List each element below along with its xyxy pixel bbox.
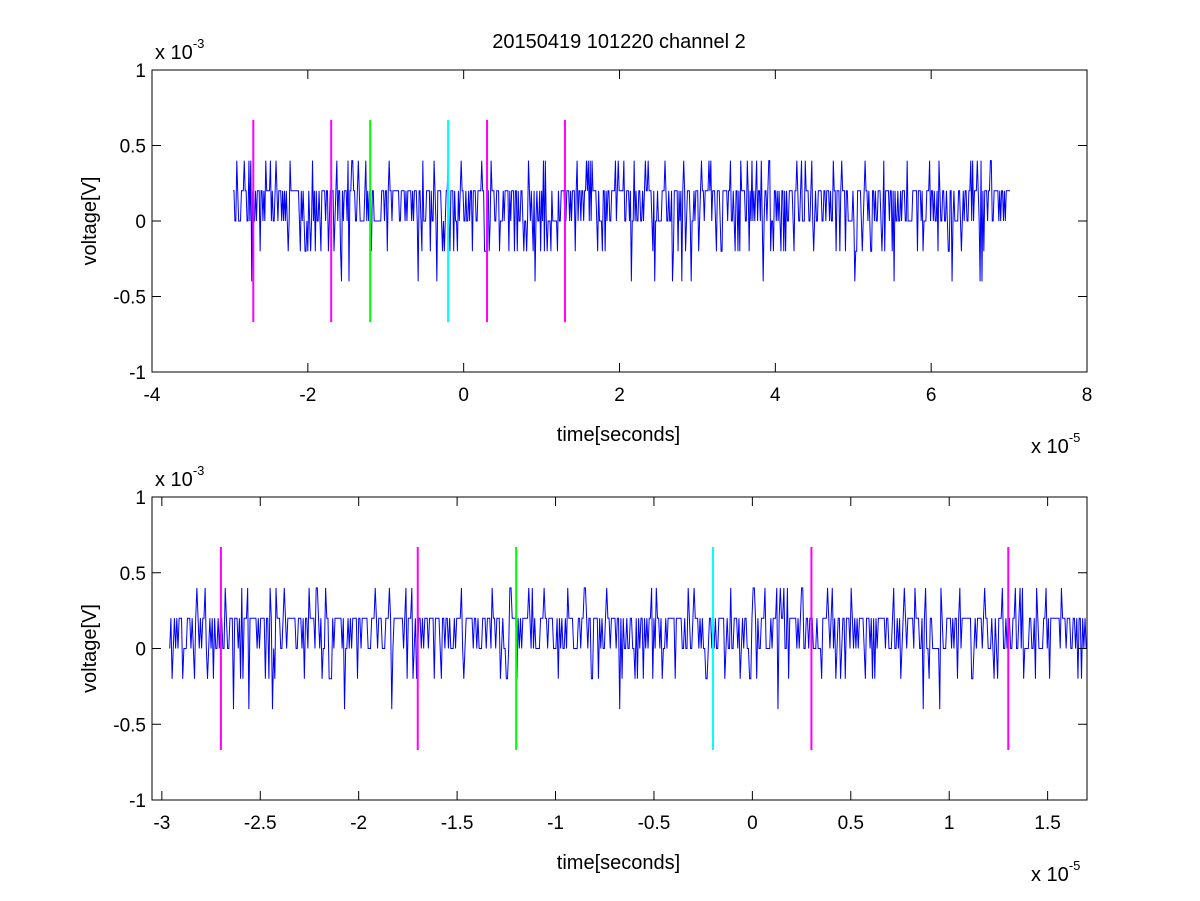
top-signal-trace (233, 160, 1011, 282)
bottom-y-tick-label: -1 (129, 791, 146, 812)
top-x-tick-label: 0 (458, 385, 469, 406)
bottom-x-tick-label: 0 (747, 813, 758, 834)
top-y-multiplier: x 10-3 (155, 36, 204, 64)
top-y-tick-label: -1 (129, 363, 146, 384)
top-x-multiplier: x 10-5 (1031, 430, 1080, 458)
bottom-x-multiplier: x 10-5 (1031, 858, 1080, 886)
bottom-subplot: -3 -2.5 -2 -1.5 -1 -0.5 0 0.5 1 1.5 -1 -0.5 0 0.5 1 tim… (79, 463, 1088, 886)
bottom-x-tick-label: -3 (153, 813, 170, 834)
bottom-y-tick-label: -0.5 (113, 715, 146, 736)
top-x-tick-label: 2 (614, 385, 625, 406)
bottom-x-axis-label: time[seconds] (557, 852, 680, 874)
bottom-y-multiplier: x 10-3 (155, 463, 204, 491)
bottom-axes-frame (151, 496, 1088, 801)
top-x-tick-label: 8 (1082, 385, 1093, 406)
bottom-y-tick-label: 1 (135, 488, 146, 509)
bottom-y-tick-label: 0.5 (120, 564, 146, 585)
figure-title: 20150419 101220 channel 2 (492, 31, 746, 53)
top-x-tick-label: 4 (770, 385, 781, 406)
bottom-x-tick-label: -2 (350, 813, 367, 834)
top-y-tick-label: 0.5 (120, 137, 146, 158)
bottom-x-tick-label: -0.5 (638, 813, 671, 834)
bottom-x-tick-label: -1.5 (441, 813, 474, 834)
bottom-signal-trace (169, 587, 1087, 710)
top-y-tick-label: 0 (135, 212, 146, 233)
top-y-tick-label: 1 (135, 61, 146, 82)
top-y-tick-label: -0.5 (113, 288, 146, 309)
bottom-y-axis-label: voltage[V] (79, 604, 101, 693)
bottom-x-tick-label: -2.5 (244, 813, 277, 834)
top-y-axis-label: voltage[V] (79, 177, 101, 266)
top-subplot: -4 -2 0 2 4 6 8 -1 -0.5 0 0.5 1 time[seconds] voltage… (79, 36, 1092, 458)
bottom-x-tick-label: 0.5 (838, 813, 864, 834)
top-x-tick-label: 6 (926, 385, 937, 406)
top-x-axis-label: time[seconds] (557, 424, 680, 446)
bottom-x-tick-label: 1 (944, 813, 955, 834)
bottom-x-tick-label: -1 (547, 813, 564, 834)
top-x-tick-label: -2 (299, 385, 316, 406)
bottom-x-tick-label: 1.5 (1034, 813, 1060, 834)
top-x-tick-label: -4 (144, 385, 161, 406)
top-axes-frame (151, 69, 1088, 373)
bottom-y-tick-label: 0 (135, 640, 146, 661)
